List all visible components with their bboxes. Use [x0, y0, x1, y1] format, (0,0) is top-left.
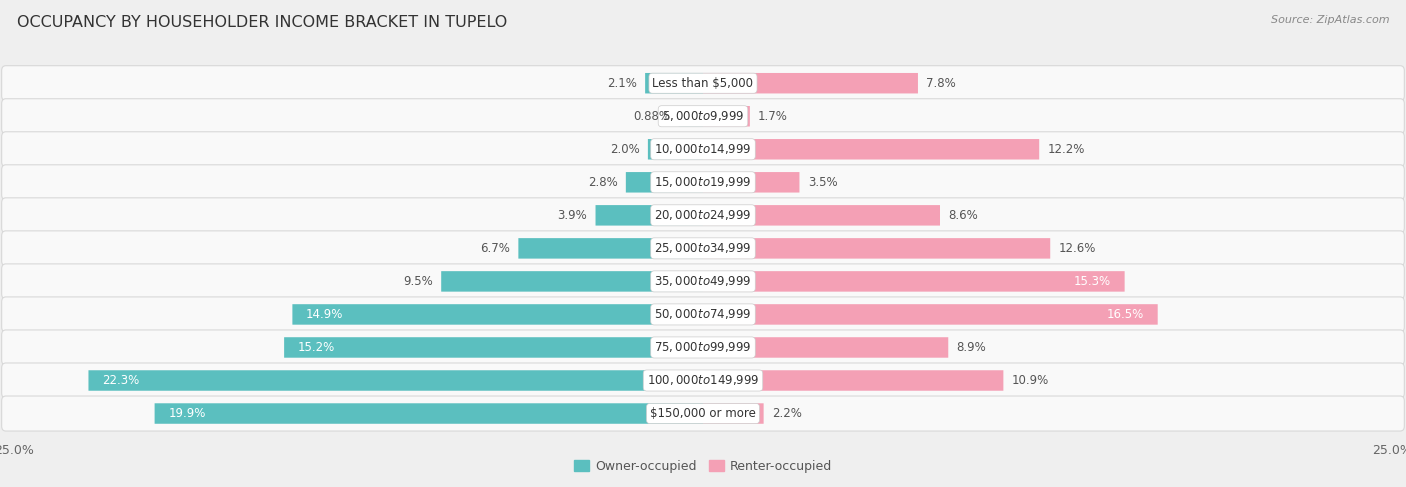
FancyBboxPatch shape — [1, 231, 1405, 266]
Text: Less than $5,000: Less than $5,000 — [652, 77, 754, 90]
FancyBboxPatch shape — [1, 264, 1405, 299]
Text: 3.5%: 3.5% — [807, 176, 838, 189]
Text: $35,000 to $49,999: $35,000 to $49,999 — [654, 274, 752, 288]
FancyBboxPatch shape — [703, 73, 918, 94]
Text: $100,000 to $149,999: $100,000 to $149,999 — [647, 374, 759, 388]
FancyBboxPatch shape — [703, 238, 1050, 259]
FancyBboxPatch shape — [626, 172, 703, 192]
Text: $75,000 to $99,999: $75,000 to $99,999 — [654, 340, 752, 355]
FancyBboxPatch shape — [703, 139, 1039, 160]
FancyBboxPatch shape — [1, 165, 1405, 200]
FancyBboxPatch shape — [89, 370, 703, 391]
Text: $150,000 or more: $150,000 or more — [650, 407, 756, 420]
FancyBboxPatch shape — [292, 304, 703, 325]
Text: $5,000 to $9,999: $5,000 to $9,999 — [662, 109, 744, 123]
Text: 6.7%: 6.7% — [481, 242, 510, 255]
FancyBboxPatch shape — [1, 66, 1405, 101]
FancyBboxPatch shape — [1, 363, 1405, 398]
FancyBboxPatch shape — [703, 106, 749, 127]
Text: 15.3%: 15.3% — [1074, 275, 1111, 288]
Text: 3.9%: 3.9% — [558, 209, 588, 222]
FancyBboxPatch shape — [703, 403, 763, 424]
FancyBboxPatch shape — [596, 205, 703, 225]
Text: 7.8%: 7.8% — [927, 77, 956, 90]
FancyBboxPatch shape — [1, 132, 1405, 167]
FancyBboxPatch shape — [155, 403, 703, 424]
FancyBboxPatch shape — [1, 99, 1405, 134]
FancyBboxPatch shape — [703, 172, 800, 192]
Text: 2.0%: 2.0% — [610, 143, 640, 156]
Text: 8.6%: 8.6% — [948, 209, 979, 222]
Text: 0.88%: 0.88% — [634, 110, 671, 123]
FancyBboxPatch shape — [519, 238, 703, 259]
Text: 12.2%: 12.2% — [1047, 143, 1085, 156]
FancyBboxPatch shape — [441, 271, 703, 292]
FancyBboxPatch shape — [648, 139, 703, 160]
Text: 12.6%: 12.6% — [1059, 242, 1095, 255]
Text: 2.8%: 2.8% — [588, 176, 617, 189]
FancyBboxPatch shape — [1, 330, 1405, 365]
FancyBboxPatch shape — [703, 337, 948, 358]
Text: 8.9%: 8.9% — [956, 341, 986, 354]
Legend: Owner-occupied, Renter-occupied: Owner-occupied, Renter-occupied — [568, 455, 838, 478]
FancyBboxPatch shape — [1, 396, 1405, 431]
FancyBboxPatch shape — [703, 205, 941, 225]
Text: 22.3%: 22.3% — [103, 374, 139, 387]
Text: 14.9%: 14.9% — [307, 308, 343, 321]
Text: 1.7%: 1.7% — [758, 110, 787, 123]
FancyBboxPatch shape — [645, 73, 703, 94]
Text: $25,000 to $34,999: $25,000 to $34,999 — [654, 242, 752, 255]
Text: 19.9%: 19.9% — [169, 407, 205, 420]
Text: $10,000 to $14,999: $10,000 to $14,999 — [654, 142, 752, 156]
Text: 10.9%: 10.9% — [1012, 374, 1049, 387]
Text: Source: ZipAtlas.com: Source: ZipAtlas.com — [1271, 15, 1389, 25]
Text: 2.1%: 2.1% — [607, 77, 637, 90]
FancyBboxPatch shape — [1, 198, 1405, 233]
FancyBboxPatch shape — [703, 370, 1004, 391]
FancyBboxPatch shape — [284, 337, 703, 358]
Text: 16.5%: 16.5% — [1107, 308, 1144, 321]
FancyBboxPatch shape — [679, 106, 703, 127]
FancyBboxPatch shape — [703, 304, 1157, 325]
Text: 9.5%: 9.5% — [404, 275, 433, 288]
FancyBboxPatch shape — [1, 297, 1405, 332]
Text: $20,000 to $24,999: $20,000 to $24,999 — [654, 208, 752, 223]
Text: 2.2%: 2.2% — [772, 407, 801, 420]
FancyBboxPatch shape — [703, 271, 1125, 292]
Text: $50,000 to $74,999: $50,000 to $74,999 — [654, 307, 752, 321]
Text: $15,000 to $19,999: $15,000 to $19,999 — [654, 175, 752, 189]
Text: OCCUPANCY BY HOUSEHOLDER INCOME BRACKET IN TUPELO: OCCUPANCY BY HOUSEHOLDER INCOME BRACKET … — [17, 15, 508, 30]
Text: 15.2%: 15.2% — [298, 341, 335, 354]
